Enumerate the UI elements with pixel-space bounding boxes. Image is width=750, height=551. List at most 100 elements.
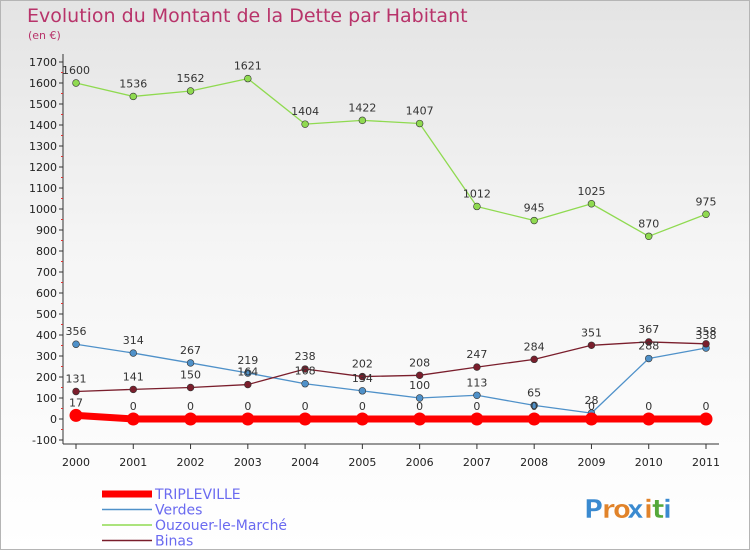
x-tick-label: 2003 [234,456,262,469]
data-label: 1600 [62,64,90,77]
data-point [186,383,195,392]
data-point [587,200,596,208]
data-point [587,341,596,349]
x-tick-label: 2007 [463,456,491,469]
data-point [72,340,80,348]
data-point [527,412,541,426]
data-point [184,412,198,426]
y-tick-label: 1400 [29,119,57,132]
legend-label-1: Verdes [155,503,202,519]
data-label: 0 [244,400,251,413]
y-tick-label: 1700 [29,56,57,69]
y-tick-label: 400 [36,329,57,342]
data-point [244,74,252,83]
data-label: 945 [524,202,545,215]
data-label: 0 [416,400,423,413]
x-tick-label: 2011 [692,456,720,469]
series-layer [69,74,713,426]
series-line-2 [75,77,707,237]
data-label: 351 [581,326,602,339]
data-point [530,216,538,225]
x-tick-label: 2008 [520,456,548,469]
data-point [702,340,710,348]
data-point [298,412,312,426]
data-label: 0 [531,400,538,413]
x-tick-label: 2000 [62,456,90,469]
data-label: 267 [180,344,201,357]
data-point [415,371,424,380]
y-tick-label: 600 [36,287,57,300]
y-tick-label: 300 [36,350,57,363]
data-label: 1025 [577,185,605,198]
chart-title: Evolution du Montant de la Dette par Hab… [27,5,468,27]
data-label: 1536 [119,77,147,90]
data-point [72,387,80,396]
y-tick-label: 0 [50,413,57,426]
y-tick-label: 1500 [29,98,57,111]
data-point [301,120,309,128]
logo-letter: t [652,495,664,525]
x-tick-label: 2004 [291,456,319,469]
x-tick-label: 2002 [177,456,205,469]
data-point [186,87,195,95]
data-label: 0 [703,400,710,413]
data-point [355,412,369,426]
data-point [473,363,481,371]
y-tick-label: 1300 [29,140,57,153]
data-point [129,349,137,357]
data-point [645,338,653,346]
y-tick-label: 100 [36,392,57,405]
data-label: 164 [237,366,258,379]
data-label: 134 [352,372,373,385]
data-label: 314 [123,334,144,347]
logo-letter: i [644,495,653,525]
data-point [415,119,424,128]
data-label: 1562 [177,72,205,85]
data-label: 356 [66,325,87,338]
data-point [244,369,252,377]
data-point [473,391,481,399]
y-tick-label: 700 [36,266,57,279]
unit-label: (en €) [28,29,61,42]
data-label: 284 [524,340,545,353]
data-label: 975 [696,195,717,208]
data-point [186,359,195,367]
data-point [72,79,80,87]
series-line-0 [72,411,710,423]
x-tick-label: 2005 [348,456,376,469]
data-label: 0 [645,400,652,413]
data-label: 338 [696,329,717,342]
data-label: 0 [473,400,480,413]
legend-label-2: Ouzouer-le-Marché [155,518,287,534]
data-label: 131 [66,372,87,385]
data-point [129,385,137,394]
data-point [645,232,653,241]
y-tick-label: 800 [36,245,57,258]
data-point [413,412,427,426]
data-label: 1404 [291,105,319,118]
y-tick-label: -100 [32,434,57,447]
data-point [126,412,140,426]
data-label: 65 [527,386,541,399]
y-tick-label: 1600 [29,77,57,90]
data-label: 358 [696,325,717,338]
series-line-1 [75,343,707,414]
series-line-3 [75,341,707,393]
data-point [301,365,309,373]
data-label: 208 [409,356,430,369]
data-point [584,412,598,426]
data-point [301,380,309,388]
logo-letter: o [613,495,631,525]
data-point [358,372,367,381]
data-label: 150 [180,369,201,382]
legend-label-3: Binas [155,534,193,550]
y-tick-label: 500 [36,308,57,321]
data-label: 1407 [406,105,434,118]
data-label: 0 [187,400,194,413]
data-point [642,412,656,426]
x-tick-label: 2006 [406,456,434,469]
